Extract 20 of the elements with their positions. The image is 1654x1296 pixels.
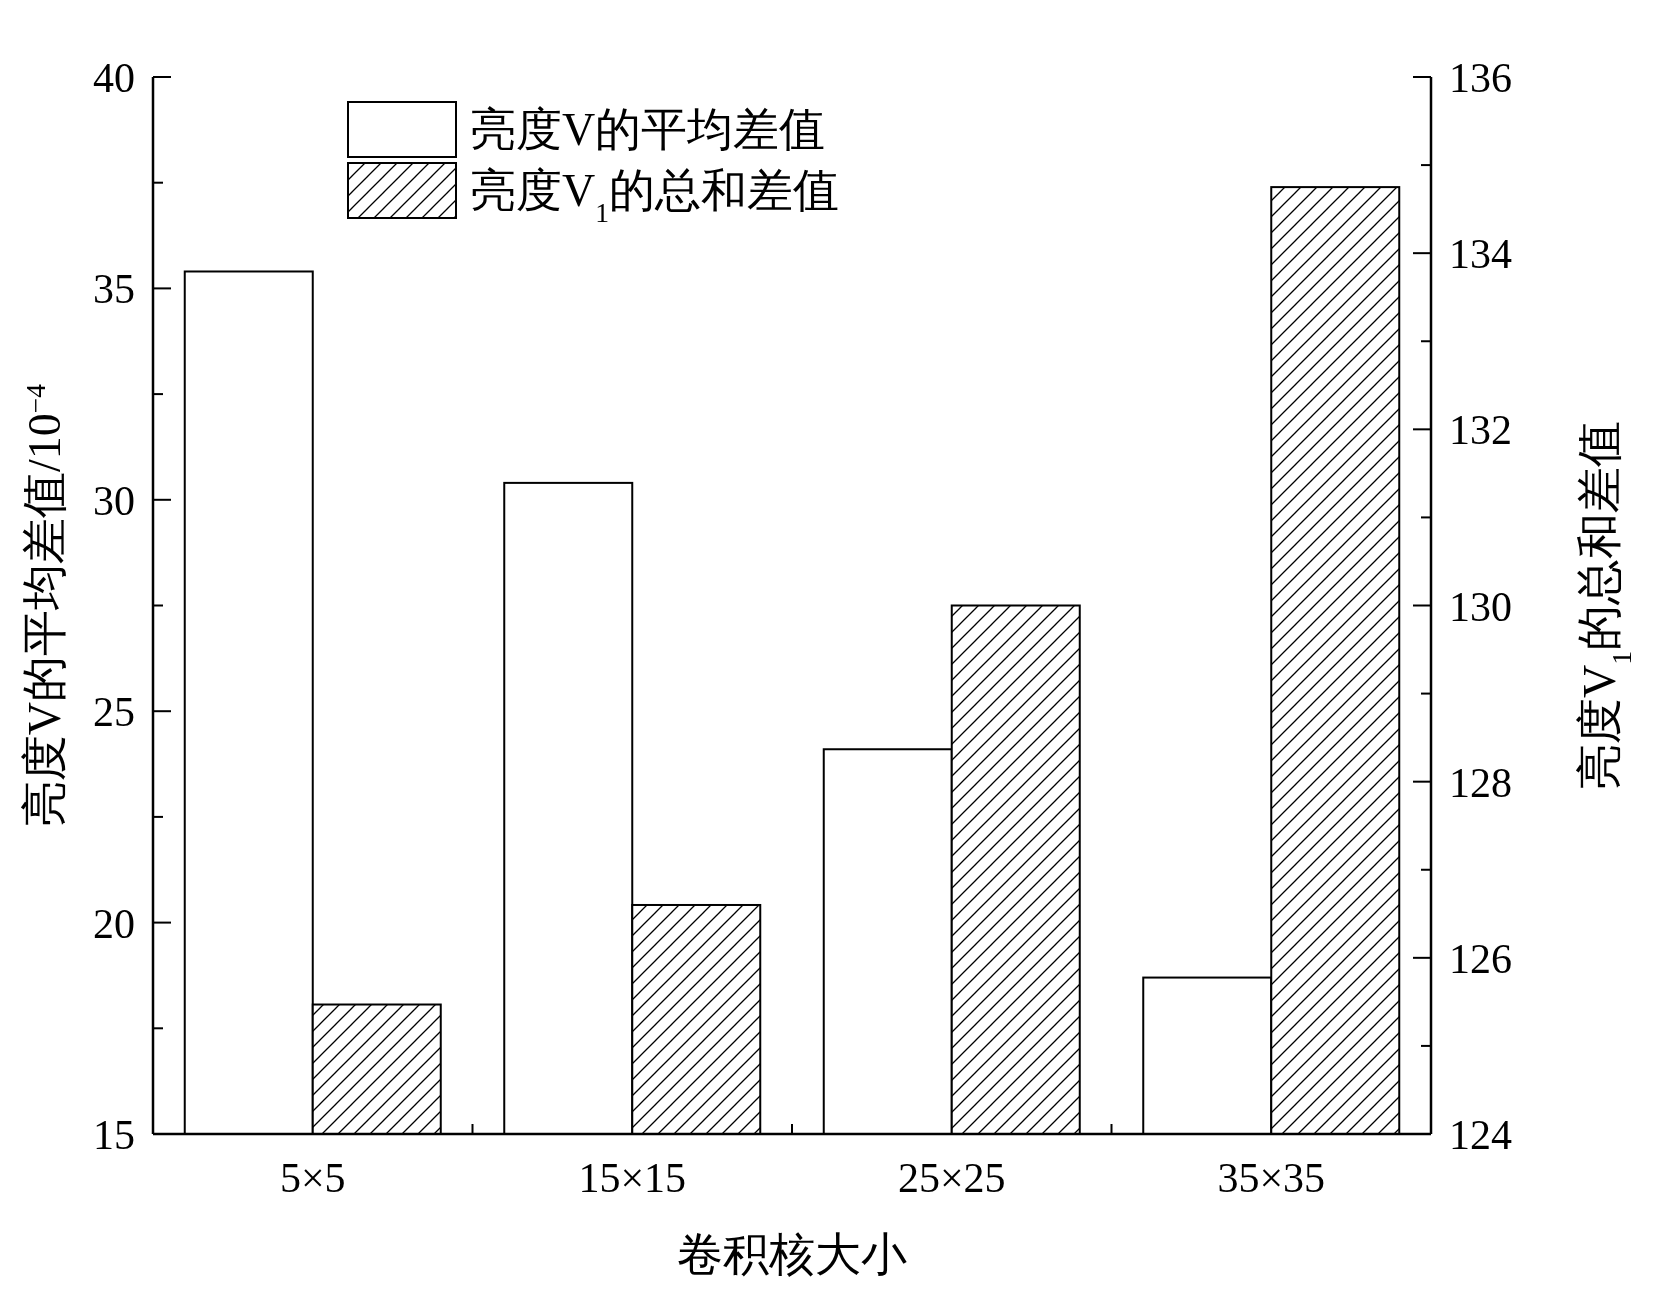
y-tick-label: 35 [93, 266, 135, 313]
x-tick-label: 15×15 [578, 1155, 687, 1201]
legend-label: 亮度V的平均差值 [470, 104, 826, 155]
y2-tick-label: 132 [1449, 407, 1512, 454]
y2-tick-label: 126 [1449, 935, 1512, 982]
x-tick-label: 25×25 [897, 1155, 1006, 1201]
y2-tick-label: 134 [1449, 231, 1512, 278]
y-tick-label: 30 [93, 477, 135, 524]
legend-label: 亮度V$_{1}$的总和差值 [470, 165, 840, 228]
y-tick-label: 20 [93, 900, 135, 947]
x-tick-label: 5×5 [279, 1155, 346, 1201]
y-tick-label: 40 [93, 55, 135, 101]
x-axis-title: 卷积核大小 [677, 1229, 907, 1280]
y-tick-label: 15 [93, 1112, 135, 1158]
x-tick-label: 35×35 [1217, 1155, 1326, 1201]
y2-tick-label: 130 [1449, 583, 1512, 630]
y-tick-label: 25 [93, 689, 135, 736]
y2-tick-label: 124 [1449, 1112, 1512, 1158]
y2-tick-label: 136 [1449, 55, 1512, 101]
y2-tick-label: 128 [1449, 759, 1512, 806]
